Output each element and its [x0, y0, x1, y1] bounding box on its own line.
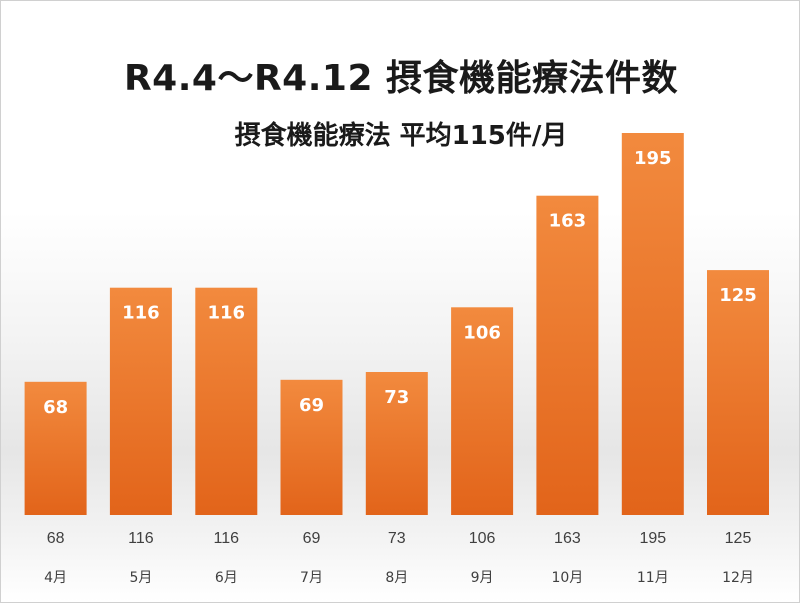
- bar-5: [365, 372, 428, 515]
- category-label: 9月: [471, 570, 494, 586]
- chart-title: R4.4～R4.12 摂食機能療法件数: [123, 58, 679, 99]
- table-value: 195: [639, 530, 666, 547]
- bars-layer: [24, 133, 769, 515]
- bar-value-label: 125: [719, 285, 757, 306]
- bar-6: [451, 307, 514, 515]
- category-label: 5月: [129, 570, 152, 586]
- bar-value-label: 163: [549, 211, 587, 232]
- category-label: 10月: [551, 570, 583, 586]
- table-value: 68: [47, 530, 65, 547]
- bar-value-label: 195: [634, 148, 672, 169]
- chart-subtitle: 摂食機能療法 平均115件/月: [234, 121, 568, 151]
- category-label: 8月: [385, 570, 408, 586]
- bar-1: [24, 381, 87, 515]
- bar-4: [280, 379, 343, 515]
- bar-value-label: 116: [122, 303, 160, 324]
- table-value: 69: [303, 530, 321, 547]
- table-value: 163: [554, 530, 581, 547]
- bar-value-label: 69: [299, 395, 324, 416]
- bar-value-label: 68: [43, 397, 68, 418]
- data-table-row: 68 116 116 69 73 106 163 195 125: [47, 530, 752, 547]
- bar-8: [621, 133, 684, 515]
- bar-7: [536, 195, 599, 515]
- category-labels-layer: 4月 5月 6月 7月 8月 9月 10月 11月 12月: [44, 570, 754, 586]
- table-value: 116: [214, 530, 240, 547]
- category-label: 6月: [215, 570, 238, 586]
- bar-9: [707, 270, 769, 515]
- bar-value-label: 106: [463, 322, 501, 343]
- value-labels-layer: 68 116 116 69 73 106 163 195 125: [43, 148, 757, 418]
- category-label: 12月: [722, 570, 754, 586]
- category-label: 7月: [300, 570, 323, 586]
- table-value: 106: [469, 530, 496, 547]
- bar-value-label: 73: [384, 387, 409, 408]
- table-value: 116: [128, 530, 154, 547]
- category-label: 4月: [44, 570, 67, 586]
- bar-3: [195, 287, 258, 515]
- category-label: 11月: [637, 570, 669, 586]
- bar-2: [109, 287, 172, 515]
- bar-value-label: 116: [208, 303, 246, 324]
- table-value: 125: [725, 530, 752, 547]
- table-value: 73: [388, 530, 406, 547]
